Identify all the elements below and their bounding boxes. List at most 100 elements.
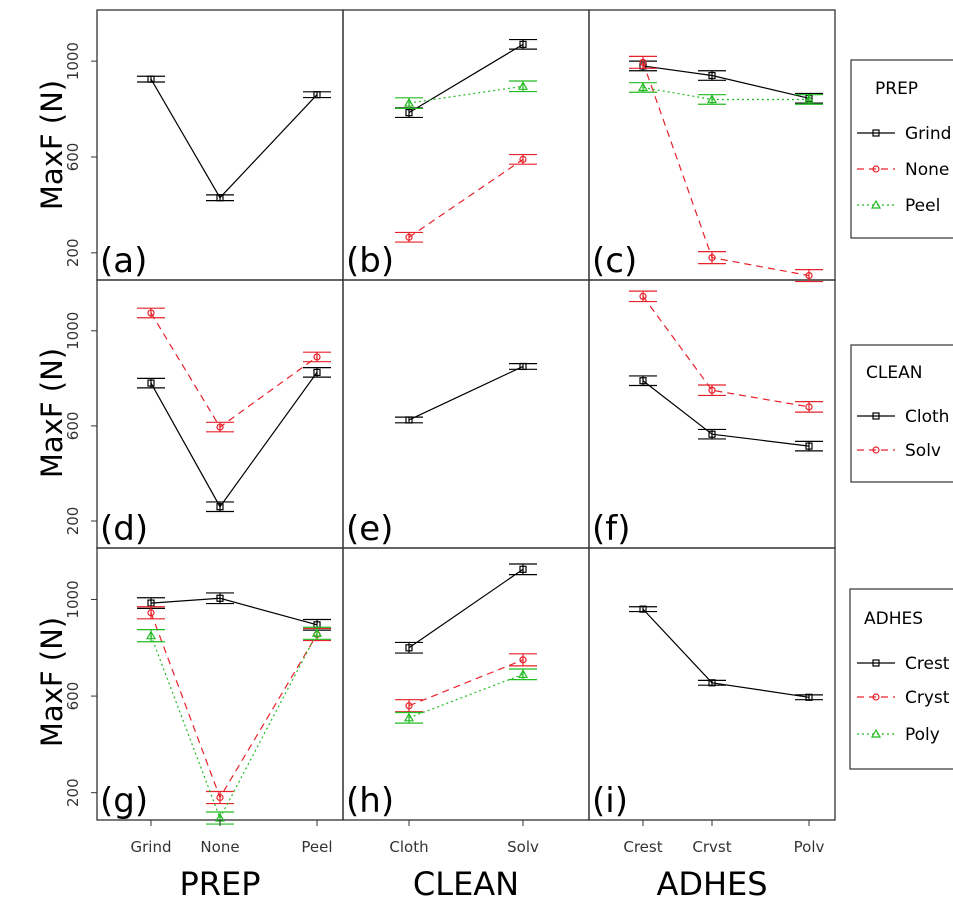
panel-label: (h) [346, 781, 394, 821]
panel: (d) [100, 307, 331, 549]
panel-frame [342, 9, 590, 281]
point-marker [216, 503, 224, 511]
legend-entry: Cryst [905, 688, 950, 708]
y-axis-label-row-3: MaxF (N) [35, 617, 69, 747]
legend-title: CLEAN [866, 363, 922, 383]
panel: (h) [346, 563, 537, 821]
point-marker [405, 109, 413, 117]
legend-title: PREP [875, 79, 918, 99]
series-line [642, 380, 810, 447]
point-marker [639, 377, 647, 385]
legend-entry: Grind [905, 124, 951, 144]
point-marker [403, 712, 415, 722]
point-marker [216, 594, 224, 602]
x-tick-label: Cloth [389, 838, 428, 856]
point-marker [872, 165, 880, 173]
series-line [150, 78, 318, 199]
point-marker [639, 292, 647, 300]
y-tick-label: 1000 [64, 42, 82, 80]
x-axis-label-col-3: ADHES [656, 865, 767, 903]
series-line [642, 86, 809, 101]
y-tick-label: 600 [64, 412, 82, 441]
x-axis-label-col-2: CLEAN [413, 865, 519, 903]
point-marker [216, 793, 224, 802]
point-marker [708, 430, 716, 438]
panel-frame [342, 547, 590, 821]
point-marker [872, 659, 880, 667]
point-marker [519, 155, 527, 163]
point-marker [872, 412, 880, 420]
y-tick-label: 1000 [64, 580, 82, 618]
legend-clean: CLEAN Cloth Solv [850, 344, 953, 483]
point-marker [805, 693, 813, 701]
legend-entry: Peel [905, 196, 940, 216]
legend-entry: None [905, 160, 949, 180]
point-marker [403, 97, 415, 107]
point-marker [147, 599, 155, 607]
point-marker [147, 309, 155, 317]
series-line [408, 158, 524, 238]
panel-frame [342, 279, 590, 549]
point-marker [519, 656, 527, 664]
x-tick-label: Peel [301, 838, 332, 856]
series-line [150, 633, 318, 820]
legend-adhes: ADHES Crest Cryst Poly [849, 588, 953, 770]
series-line [150, 612, 318, 799]
panel-label: (i) [592, 781, 628, 821]
point-marker [803, 94, 815, 104]
panel: (f) [592, 290, 823, 549]
point-marker [311, 628, 323, 637]
point-marker [708, 71, 716, 80]
point-marker [405, 702, 413, 710]
point-marker [313, 353, 321, 361]
point-marker [405, 644, 413, 652]
series-line [408, 568, 524, 649]
panel: (e) [346, 362, 537, 549]
point-marker [519, 565, 527, 573]
y-tick-label: 200 [64, 778, 82, 807]
point-marker [708, 679, 716, 687]
point-marker [145, 630, 157, 640]
panel-label: (g) [100, 781, 148, 821]
point-marker [870, 199, 882, 209]
point-marker [517, 669, 529, 678]
point-marker [517, 81, 529, 90]
panel: (c) [592, 55, 823, 283]
series-line [150, 597, 318, 626]
panel-label: (d) [100, 509, 148, 549]
point-marker [147, 609, 155, 617]
panel-frame [96, 547, 344, 821]
chart-marks: (a) (b) (c) (d) (e) (f) (g) (h) (i) [100, 38, 823, 825]
panel-label: (c) [592, 241, 637, 281]
point-marker [639, 58, 647, 66]
point-marker [872, 446, 880, 454]
y-tick-label: 1000 [64, 312, 82, 350]
point-marker [708, 386, 716, 394]
panel-label: (f) [592, 509, 631, 549]
y-tick-label: 200 [64, 507, 82, 536]
point-marker [706, 94, 718, 104]
legend-entry: Poly [905, 725, 940, 745]
x-tick-label: None [200, 838, 239, 856]
point-marker [872, 129, 880, 137]
point-marker [637, 82, 649, 92]
x-tick-label: Crvst [692, 838, 731, 856]
point-marker [519, 362, 527, 371]
y-tick-label: 200 [64, 239, 82, 268]
panel: (b) [346, 38, 537, 281]
point-marker [805, 442, 813, 450]
legend-keys [857, 129, 895, 738]
panel-label: (e) [346, 509, 393, 549]
series-line [150, 312, 318, 428]
x-tick-label: Polv [794, 838, 825, 856]
legend-prep: PREP Grind None Peel [850, 59, 953, 239]
panel-label: (b) [346, 241, 394, 281]
y-tick-label: 600 [64, 143, 82, 172]
panel-frame [588, 9, 836, 281]
series-line [408, 85, 524, 104]
y-tick-label: 600 [64, 682, 82, 711]
point-marker [405, 233, 413, 241]
panel: (g) [100, 592, 331, 825]
point-marker [405, 416, 413, 424]
